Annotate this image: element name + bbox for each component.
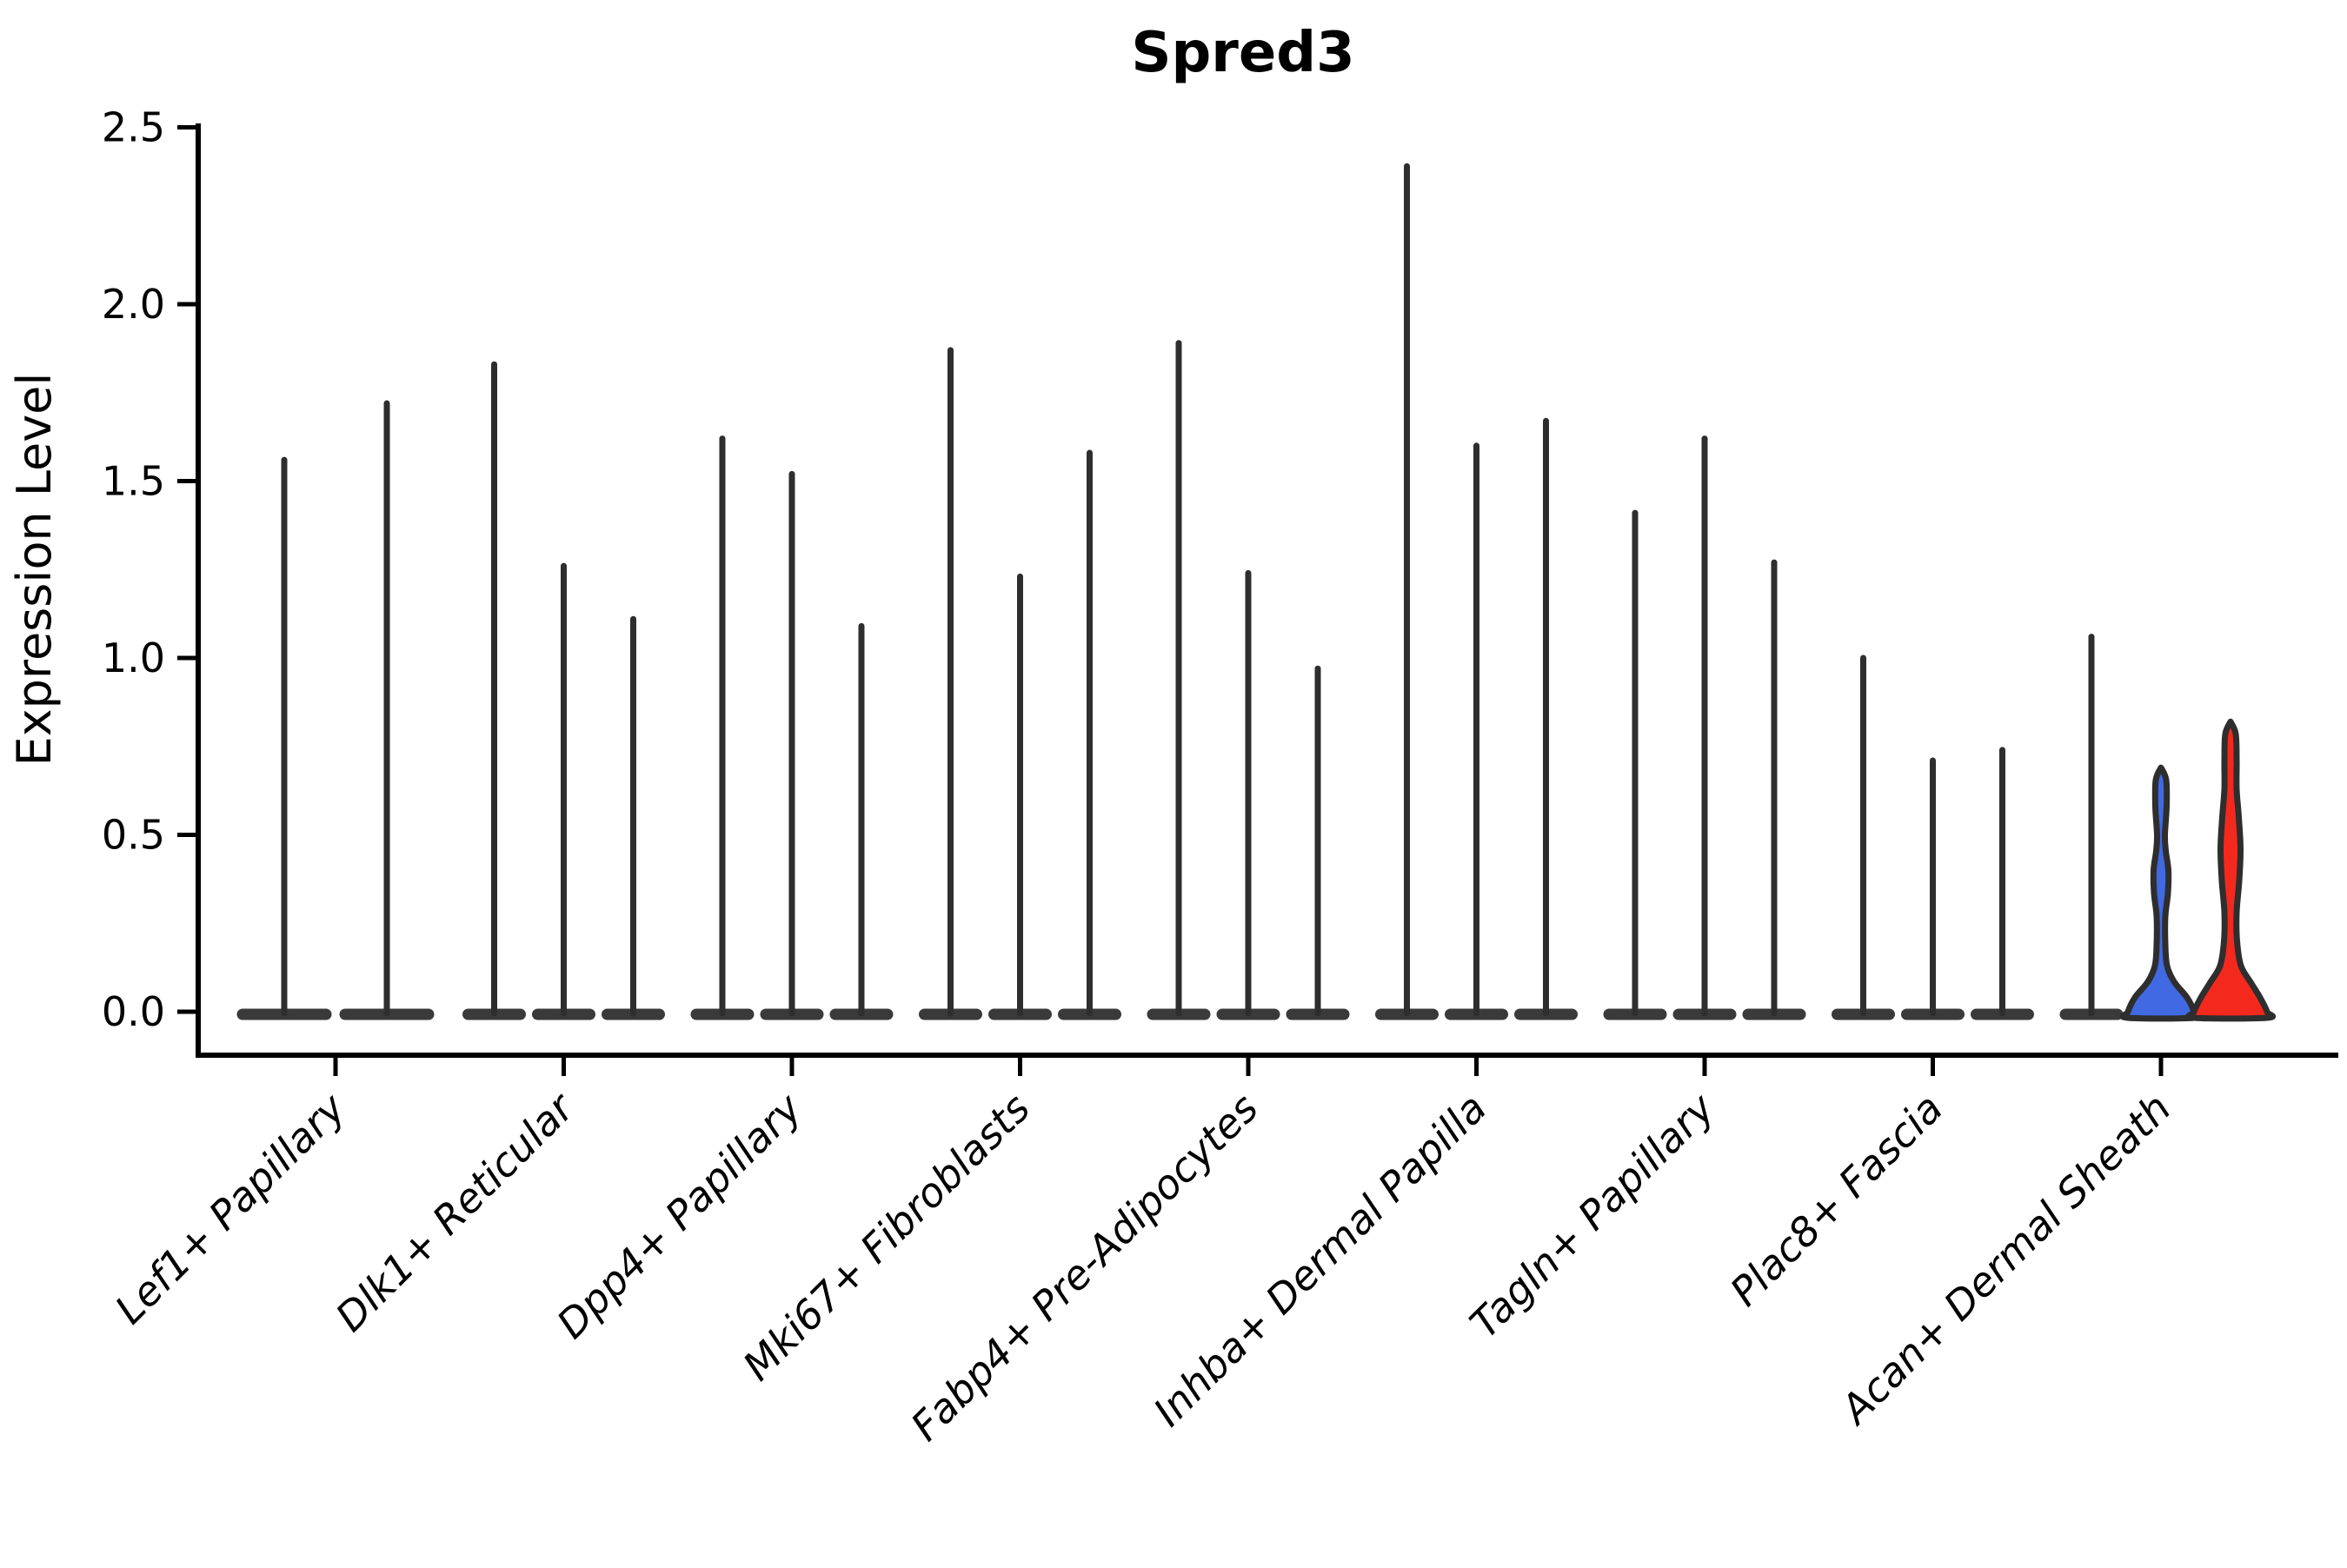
y-axis-label: Expression Level [7, 373, 62, 767]
violins-layer [236, 163, 2277, 1022]
violin-body [2184, 718, 2277, 1022]
x-tick-label: Lef1+ Papillary [106, 1084, 355, 1332]
y-tick-label: 2.0 [102, 281, 165, 328]
y-tick-label: 2.5 [102, 104, 165, 151]
violin-body [2119, 764, 2203, 1022]
x-tick-label: Plac8+ Fascia [1721, 1085, 1951, 1315]
y-tick-label: 0.5 [102, 812, 165, 859]
y-tick-label: 0.0 [102, 988, 165, 1035]
x-tick-label: Dpp4+ Papillary [548, 1084, 811, 1347]
x-tick-label: Dlk1+ Reticular [327, 1082, 585, 1340]
x-tick-label: Tagln+ Papillary [1460, 1084, 1724, 1347]
y-tick-label: 1.0 [102, 635, 165, 681]
y-tick-label: 1.5 [102, 458, 165, 505]
chart-title: Spred3 [1131, 21, 1354, 85]
